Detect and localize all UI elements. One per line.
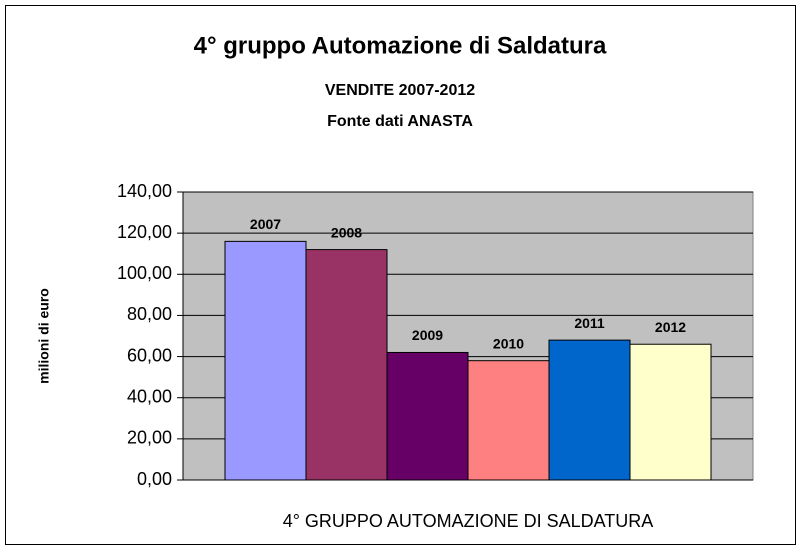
chart-title: 4° gruppo Automazione di Saldatura xyxy=(194,32,607,59)
bar xyxy=(386,351,469,481)
chart-subtitle: Fonte dati ANASTA xyxy=(327,113,473,130)
bar xyxy=(629,343,712,481)
chart-subtitle: VENDITE 2007-2012 xyxy=(325,82,475,99)
data-label: 2012 xyxy=(655,319,686,335)
data-label: 2008 xyxy=(331,224,362,240)
y-tick-label: 20,00 xyxy=(127,428,172,448)
y-tick-label: 0,00 xyxy=(137,469,172,489)
y-tick-label: 120,00 xyxy=(117,222,172,242)
y-tick-label: 140,00 xyxy=(117,181,172,201)
data-label: 2011 xyxy=(574,315,605,331)
data-label: 2007 xyxy=(250,216,281,232)
bar xyxy=(224,240,307,481)
x-tick-label: 4° GRUPPO AUTOMAZIONE DI SALDATURA xyxy=(283,511,654,531)
y-tick-label: 60,00 xyxy=(127,345,172,365)
bar xyxy=(467,360,550,481)
bar xyxy=(305,249,388,481)
y-tick-label: 100,00 xyxy=(117,263,172,283)
y-axis-label: milioni di euro xyxy=(36,288,52,384)
data-label: 2009 xyxy=(412,327,443,343)
y-tick-label: 40,00 xyxy=(127,386,172,406)
y-tick-label: 80,00 xyxy=(127,304,172,324)
bar xyxy=(548,339,631,481)
data-label: 2010 xyxy=(493,335,524,351)
